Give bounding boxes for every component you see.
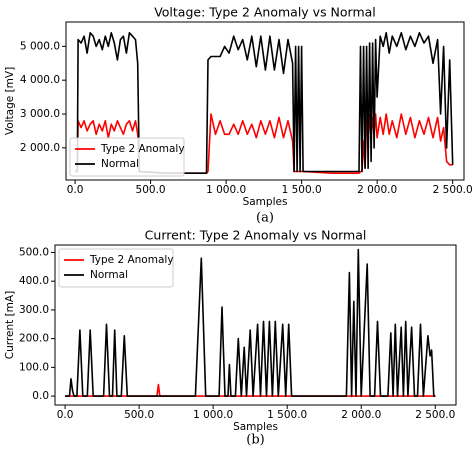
legend-label: Type 2 Anomaly bbox=[89, 254, 174, 266]
x-tick-label: 1 500.0 bbox=[282, 184, 322, 196]
y-tick-label: 5 000.0 bbox=[20, 40, 60, 52]
legend-label: Normal bbox=[101, 158, 139, 170]
x-tick-label: 0.0 bbox=[67, 184, 84, 196]
legend: Type 2 Anomaly Normal bbox=[58, 248, 174, 288]
y-tick-label: 4 000.0 bbox=[20, 74, 60, 86]
legend-label: Normal bbox=[90, 269, 128, 281]
legend-box bbox=[58, 248, 174, 288]
x-tick-label: 2 500.0 bbox=[415, 409, 455, 421]
x-tick-label: 500.0 bbox=[124, 409, 154, 421]
series-line bbox=[75, 113, 453, 174]
y-axis-label: Voltage [mV] bbox=[4, 67, 16, 135]
x-tick-label: 2 000.0 bbox=[341, 409, 381, 421]
x-tick-label: 1 500.0 bbox=[267, 409, 307, 421]
x-tick-label: 1 000.0 bbox=[206, 184, 246, 196]
x-axis-label: Samples bbox=[243, 196, 288, 208]
chart: Current: Type 2 Anomaly vs Normal Samples… bbox=[4, 228, 457, 448]
y-tick-label: 3 000.0 bbox=[20, 108, 60, 120]
y-tick-label: 300.0 bbox=[19, 304, 49, 316]
plot-frame bbox=[65, 21, 465, 181]
chart: Voltage: Type 2 Anomaly vs Normal Samples… bbox=[4, 5, 473, 226]
y-tick-label: 0.0 bbox=[32, 390, 49, 402]
chart-title: Current: Type 2 Anomaly vs Normal bbox=[145, 228, 367, 243]
caption: (b) bbox=[246, 433, 264, 448]
caption: (a) bbox=[256, 211, 274, 226]
series-line bbox=[75, 31, 454, 174]
x-tick-label: 500.0 bbox=[136, 184, 166, 196]
chart-title: Voltage: Type 2 Anomaly vs Normal bbox=[154, 5, 376, 20]
plot-frame bbox=[54, 244, 457, 406]
y-tick-label: 500.0 bbox=[19, 246, 49, 258]
series-line bbox=[65, 248, 436, 397]
x-tick-label: 2 000.0 bbox=[357, 184, 397, 196]
legend-label: Type 2 Anomaly bbox=[100, 143, 185, 155]
y-tick-label: 400.0 bbox=[19, 275, 49, 287]
y-tick-label: 2 000.0 bbox=[20, 142, 60, 154]
x-tick-label: 1 000.0 bbox=[193, 409, 233, 421]
y-axis-label: Current [mA] bbox=[4, 291, 16, 359]
legend-box bbox=[69, 137, 185, 177]
x-tick-label: 0.0 bbox=[57, 409, 74, 421]
y-tick-label: 200.0 bbox=[19, 333, 49, 345]
legend: Type 2 Anomaly Normal bbox=[69, 137, 185, 177]
x-tick-label: 2 500.0 bbox=[433, 184, 473, 196]
y-tick-label: 100.0 bbox=[19, 361, 49, 373]
x-axis-label: Samples bbox=[233, 421, 278, 433]
